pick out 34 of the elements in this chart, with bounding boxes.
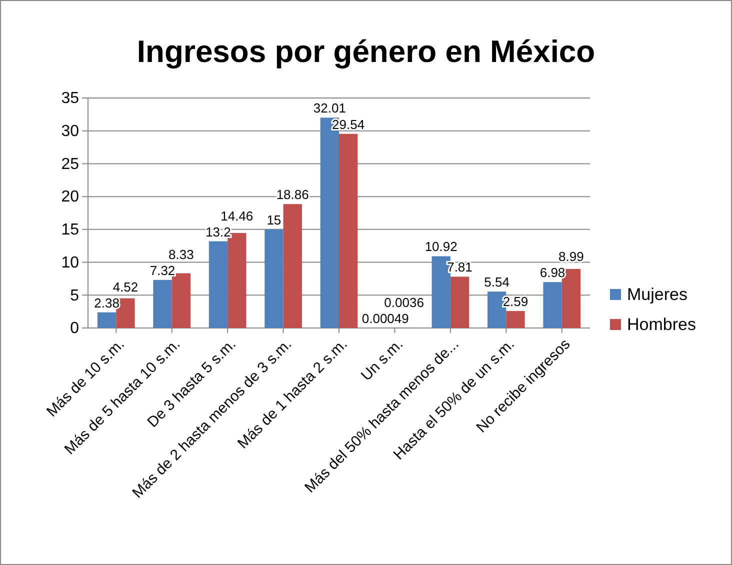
bar [283, 204, 302, 328]
data-label: 5.54 [484, 274, 510, 290]
y-tick-label: 25 [61, 156, 80, 173]
data-label: 8.99 [558, 249, 584, 264]
chart-title: Ingresos por género en México [136, 34, 596, 69]
data-label: 8.33 [168, 246, 194, 262]
data-label: 32.01 [313, 100, 346, 116]
y-tick-label: 15 [61, 222, 80, 239]
bar [339, 134, 358, 328]
y-tick-label: 30 [61, 122, 80, 140]
data-label: 7.32 [150, 262, 176, 278]
data-label: 0.0036 [384, 294, 424, 310]
bar [543, 282, 562, 328]
bar [153, 280, 172, 328]
legend-label: Hombres [627, 315, 696, 334]
data-label: 13.2 [206, 224, 231, 240]
y-tick-label: 0 [70, 320, 80, 338]
data-label: 0.00049 [362, 310, 409, 326]
bar [208, 241, 228, 328]
bar [97, 312, 116, 328]
y-tick-label: 5 [70, 287, 80, 304]
bar [506, 310, 525, 328]
data-label: 4.52 [112, 279, 138, 294]
data-label: 14.46 [220, 208, 254, 224]
data-label: 15 [266, 212, 282, 228]
y-tick-label: 10 [61, 254, 80, 272]
bar [450, 276, 470, 328]
x-tick-label: Un s.m. [358, 336, 407, 384]
data-label: 10.92 [424, 239, 458, 254]
data-label: 18.86 [276, 187, 309, 202]
legend-label: Mujeres [627, 285, 688, 304]
y-tick-label: 20 [61, 188, 80, 206]
y-tick-label: 35 [61, 90, 80, 108]
bar [264, 229, 284, 328]
